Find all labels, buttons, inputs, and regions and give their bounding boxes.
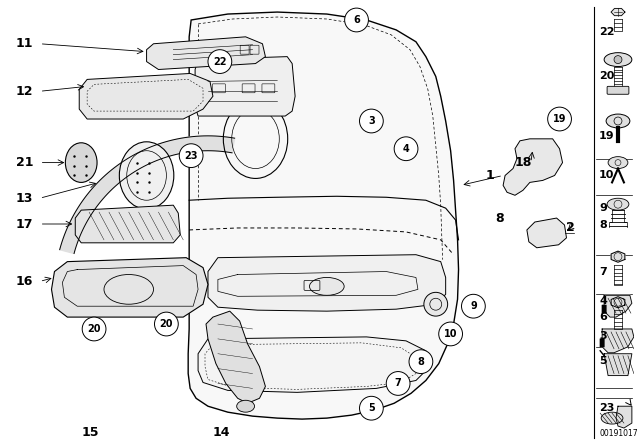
Polygon shape [195, 56, 295, 116]
FancyBboxPatch shape [607, 86, 629, 94]
Text: 16: 16 [16, 275, 33, 288]
Text: 17: 17 [16, 217, 33, 231]
Polygon shape [602, 329, 634, 353]
Text: 00191017: 00191017 [600, 429, 638, 438]
Text: 7: 7 [395, 379, 401, 388]
Text: 5: 5 [368, 403, 375, 413]
Text: 23: 23 [599, 403, 614, 413]
Ellipse shape [65, 143, 97, 182]
Circle shape [424, 293, 447, 316]
Polygon shape [503, 139, 563, 195]
Ellipse shape [604, 53, 632, 67]
Polygon shape [188, 12, 458, 419]
Ellipse shape [607, 198, 629, 210]
Text: 13: 13 [16, 192, 33, 205]
Text: 20: 20 [599, 71, 614, 82]
Circle shape [394, 137, 418, 161]
Text: 4: 4 [403, 144, 410, 154]
Text: 10: 10 [444, 329, 458, 339]
Polygon shape [79, 73, 213, 119]
Text: 22: 22 [599, 27, 614, 37]
Circle shape [461, 294, 485, 318]
Polygon shape [208, 255, 445, 311]
Circle shape [439, 322, 463, 346]
Circle shape [154, 312, 179, 336]
Text: 20: 20 [159, 319, 173, 329]
FancyBboxPatch shape [600, 338, 605, 347]
Circle shape [614, 56, 622, 64]
Text: 1: 1 [485, 169, 494, 182]
Polygon shape [604, 354, 632, 375]
Text: 7: 7 [599, 267, 607, 276]
Polygon shape [527, 218, 566, 248]
Ellipse shape [237, 400, 255, 412]
Text: 4: 4 [599, 296, 607, 306]
Text: 20: 20 [87, 324, 101, 334]
Circle shape [360, 396, 383, 420]
FancyBboxPatch shape [602, 305, 607, 314]
Text: 5: 5 [599, 356, 607, 366]
Polygon shape [147, 37, 266, 69]
Text: 19: 19 [553, 114, 566, 124]
Polygon shape [51, 258, 208, 317]
Text: 23: 23 [184, 151, 198, 161]
Ellipse shape [606, 114, 630, 128]
Ellipse shape [608, 157, 628, 168]
Circle shape [82, 317, 106, 341]
Text: 21: 21 [16, 156, 33, 169]
Text: 6: 6 [599, 312, 607, 322]
Text: 6: 6 [353, 15, 360, 25]
Polygon shape [616, 406, 632, 428]
Text: 3: 3 [599, 331, 607, 341]
Text: 19: 19 [599, 131, 615, 141]
Text: 12: 12 [16, 85, 33, 98]
Text: 22: 22 [213, 56, 227, 67]
Text: 15: 15 [81, 426, 99, 439]
Text: 2: 2 [566, 221, 575, 234]
Polygon shape [206, 311, 266, 403]
Ellipse shape [601, 412, 623, 424]
Circle shape [179, 144, 203, 168]
Text: 8: 8 [599, 220, 607, 230]
Text: 10: 10 [599, 171, 614, 181]
Ellipse shape [119, 142, 174, 209]
Circle shape [345, 8, 369, 32]
Text: 3: 3 [368, 116, 375, 126]
Ellipse shape [310, 277, 344, 295]
Polygon shape [604, 295, 632, 317]
Text: 8: 8 [495, 211, 504, 224]
Text: 9: 9 [470, 301, 477, 311]
Text: 14: 14 [213, 426, 230, 439]
Circle shape [548, 107, 572, 131]
Text: 18: 18 [515, 156, 532, 169]
Text: 9: 9 [599, 203, 607, 213]
Text: 11: 11 [16, 37, 33, 50]
Circle shape [387, 371, 410, 395]
Circle shape [208, 50, 232, 73]
Polygon shape [611, 9, 625, 16]
Polygon shape [611, 297, 625, 308]
Polygon shape [76, 205, 180, 243]
Polygon shape [611, 251, 625, 262]
Text: 8: 8 [417, 357, 424, 366]
Polygon shape [60, 136, 235, 254]
Circle shape [409, 350, 433, 374]
Circle shape [360, 109, 383, 133]
Polygon shape [198, 337, 428, 392]
